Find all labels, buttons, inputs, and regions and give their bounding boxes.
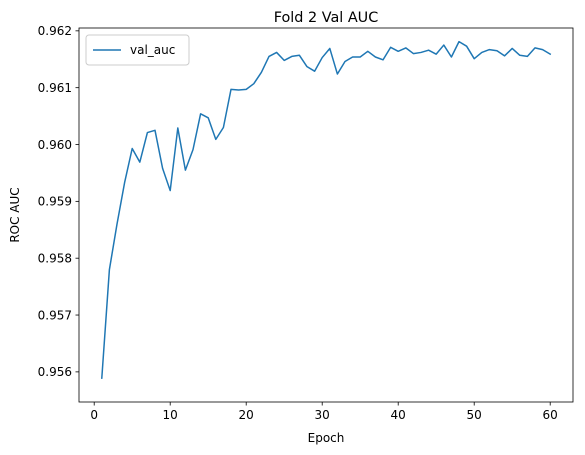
x-tick-label: 0 xyxy=(90,408,98,422)
data-point xyxy=(549,53,551,55)
data-point xyxy=(527,56,529,58)
data-point xyxy=(511,48,513,50)
data-point xyxy=(101,377,103,379)
x-tick-label: 30 xyxy=(315,408,330,422)
data-point xyxy=(451,56,453,58)
data-point xyxy=(291,56,293,58)
data-point xyxy=(321,57,323,59)
x-tick-label: 60 xyxy=(543,408,558,422)
data-point xyxy=(337,73,339,75)
data-point xyxy=(329,48,331,50)
data-point xyxy=(185,169,187,171)
data-point xyxy=(177,127,179,129)
data-point xyxy=(481,52,483,54)
data-point xyxy=(443,44,445,46)
legend-label-val-auc: val_auc xyxy=(130,43,175,57)
data-point xyxy=(352,56,354,58)
y-axis-label: ROC AUC xyxy=(8,187,22,242)
data-point xyxy=(245,89,247,91)
y-tick-label: 0.957 xyxy=(38,308,72,322)
data-point xyxy=(382,59,384,61)
data-point xyxy=(489,49,491,51)
data-point xyxy=(375,56,377,58)
data-point xyxy=(139,161,141,163)
x-axis-label: Epoch xyxy=(308,431,345,445)
axes-frame xyxy=(78,27,574,403)
data-point xyxy=(534,47,536,49)
data-point xyxy=(390,47,392,49)
data-point xyxy=(109,269,111,271)
data-point xyxy=(261,72,263,74)
y-tick-label: 0.962 xyxy=(38,24,72,38)
data-point xyxy=(428,49,430,51)
data-point xyxy=(367,51,369,53)
data-point xyxy=(276,52,278,54)
data-point xyxy=(504,55,506,57)
data-point xyxy=(420,52,422,54)
data-point xyxy=(299,54,301,56)
data-point xyxy=(192,149,194,151)
data-point xyxy=(314,70,316,72)
series-line-val-auc xyxy=(100,40,552,379)
x-tick-label: 40 xyxy=(391,408,406,422)
chart-title: Fold 2 Val AUC xyxy=(274,10,379,26)
data-point xyxy=(405,47,407,49)
x-tick-label: 10 xyxy=(163,408,178,422)
data-point xyxy=(435,53,437,55)
data-point xyxy=(207,117,209,119)
data-point xyxy=(458,41,460,43)
x-tick-label: 50 xyxy=(467,408,482,422)
legend: val_auc xyxy=(85,34,190,66)
data-point xyxy=(124,182,126,184)
data-point xyxy=(306,66,308,68)
data-point xyxy=(397,51,399,53)
data-point xyxy=(200,113,202,115)
data-point xyxy=(230,89,232,91)
data-point xyxy=(283,60,285,62)
y-tick-label: 0.956 xyxy=(38,365,72,379)
data-point xyxy=(519,54,521,56)
x-tick-label: 20 xyxy=(239,408,254,422)
data-point xyxy=(466,45,468,47)
y-tick-label: 0.959 xyxy=(38,195,72,209)
data-point xyxy=(169,190,171,192)
data-point xyxy=(154,130,156,132)
y-tick-label: 0.958 xyxy=(38,251,72,265)
data-point xyxy=(413,53,415,55)
data-point xyxy=(238,89,240,91)
data-point xyxy=(116,223,118,225)
y-tick-label: 0.961 xyxy=(38,81,72,95)
data-point xyxy=(162,168,164,170)
data-point xyxy=(253,83,255,85)
data-point xyxy=(359,56,361,58)
data-point xyxy=(215,139,217,141)
data-point xyxy=(223,127,225,129)
y-tick-label: 0.960 xyxy=(38,138,72,152)
plot-area: 0 10 20 30 40 50 60 0.956 0.957 0.958 0.959 0.960 0.… xyxy=(38,24,574,422)
data-point xyxy=(268,56,270,58)
data-point xyxy=(131,148,133,150)
data-point xyxy=(473,58,475,60)
data-point xyxy=(147,132,149,134)
data-point xyxy=(344,61,346,63)
legend-box xyxy=(85,34,190,66)
data-point xyxy=(542,49,544,51)
data-point xyxy=(496,50,498,52)
